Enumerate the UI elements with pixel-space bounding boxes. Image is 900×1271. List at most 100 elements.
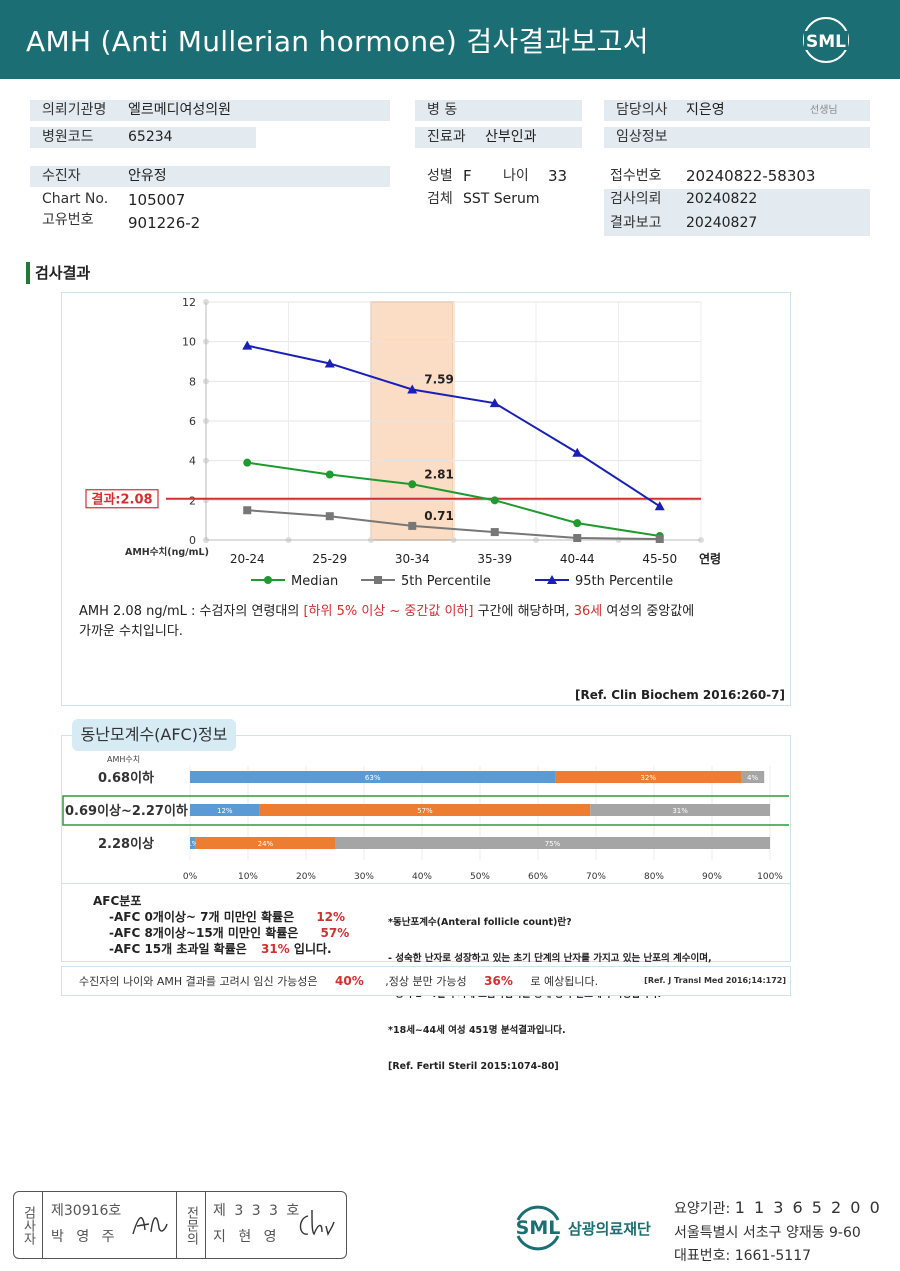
data-label: 2.81	[424, 467, 454, 481]
pregnancy-t1: 수진자의 나이와 AMH 결과를 고려시 임신 가능성은	[79, 975, 318, 988]
afc-dist-title: AFC분포	[93, 894, 142, 908]
afc-note1: *동난포계수(Anteral follicle count)란?	[388, 917, 572, 928]
specialist-name: 지 현 영	[213, 1229, 281, 1245]
legend-label: 5th Percentile	[401, 574, 491, 589]
afc-segment-label: 12%	[217, 807, 233, 815]
specialist-label: 전문의	[176, 1192, 206, 1258]
data-point	[573, 534, 582, 543]
afc-segment-label: 32%	[640, 774, 656, 782]
interpretation-text: AMH 2.08 ng/mL : 수검자의 연령대의 [하위 5% 이상 ~ 중…	[79, 602, 779, 642]
afc-bar-segment	[555, 771, 741, 783]
inspector-name: 박 영 주	[51, 1229, 119, 1245]
legend-label: Median	[291, 574, 338, 589]
legend-label: 95th Percentile	[575, 574, 673, 589]
age-value: 33	[548, 167, 568, 185]
afc-tick-label: 100%	[757, 872, 783, 882]
afc-dist3-value: 31%	[260, 942, 290, 956]
data-point	[325, 512, 334, 521]
age-label: 나이	[503, 168, 529, 184]
afc-bar-segment	[190, 837, 196, 849]
institution-value: 엘르메디여성의원	[128, 102, 232, 118]
afc-bar-segment	[195, 837, 335, 849]
specialist-no: 제 3 3 3 호	[213, 1203, 302, 1219]
unique-no-label: 고유번호	[42, 212, 94, 228]
afc-tick-label: 50%	[470, 872, 490, 882]
report-value: 20240827	[686, 215, 758, 231]
x-tick-label: 30-34	[395, 552, 430, 566]
x-tick-label: 25-29	[312, 552, 347, 566]
series-line	[247, 461, 660, 538]
interp-part1: AMH 2.08 ng/mL : 수검자의 연령대의	[79, 604, 304, 619]
interp-part3: 구간에 해당하며,	[473, 604, 574, 619]
data-point	[325, 470, 334, 479]
afc-tick-label: 70%	[586, 872, 606, 882]
afc-tab-title: 동난모계수(AFC)정보	[72, 719, 236, 751]
org-code-row: 요양기관: 1 1 3 6 5 2 0 0	[674, 1198, 882, 1218]
afc-note5: [Ref. Fertil Steril 2015:1074-80]	[388, 1061, 559, 1072]
afc-amh-label: AMH수치	[107, 755, 140, 764]
org-logo: SML	[516, 1205, 561, 1251]
data-point	[573, 519, 582, 528]
x-tick-label: 45-50	[642, 552, 677, 566]
afc-tick-label: 40%	[412, 872, 432, 882]
ward-row: 병 동	[415, 100, 582, 121]
chart-no-label: Chart No.	[42, 191, 109, 207]
afc-tick-label: 60%	[528, 872, 548, 882]
afc-tick-label: 80%	[644, 872, 664, 882]
afc-info-panel	[61, 883, 791, 962]
hospital-code-label: 병원코드	[42, 129, 94, 145]
data-point	[242, 340, 253, 350]
chart-ref: [Ref. Clin Biochem 2016:260-7]	[575, 688, 785, 702]
doctor-label: 담당의사	[616, 102, 668, 118]
result-label: 결과:2.08	[91, 492, 152, 508]
y-tick-label: 6	[189, 415, 196, 428]
y-tick-label: 2	[189, 494, 196, 507]
org-phone-row: 대표번호: 1661-5117	[674, 1245, 811, 1265]
x-tick-label: 35-39	[477, 552, 512, 566]
data-point	[572, 447, 583, 457]
series-line	[247, 509, 660, 541]
org-name: 삼광의료재단	[568, 1220, 651, 1238]
patient-row: 수진자 안유정	[30, 166, 390, 187]
afc-bar-segment	[190, 804, 260, 816]
afc-bar-segment	[335, 837, 770, 849]
afc-segment-label: 57%	[417, 807, 433, 815]
data-point	[490, 528, 499, 537]
data-point	[408, 521, 417, 530]
chart-no-value: 105007	[128, 191, 186, 209]
specialist-signature	[299, 1209, 335, 1237]
y-tick-label: 8	[189, 375, 196, 388]
y-tick-label: 10	[182, 336, 196, 349]
pregnancy-text: 수진자의 나이와 AMH 결과를 고려시 임신 가능성은 40% ,정상 분만 …	[79, 973, 598, 989]
section-marker	[26, 262, 30, 284]
section-title: 검사결과	[35, 264, 91, 282]
afc-segment-label: 4%	[747, 774, 758, 782]
institution-label: 의뢰기관명	[42, 102, 107, 118]
afc-dist1-value: 12%	[316, 910, 346, 924]
afc-dist3: -AFC 15개 초과일 확률은	[109, 942, 247, 956]
delivery-rate: 36%	[484, 974, 513, 988]
data-point	[655, 535, 664, 544]
data-point	[407, 384, 418, 394]
org-logo-text: SML	[516, 1217, 561, 1239]
afc-segment-label: 63%	[365, 774, 381, 782]
afc-tick-label: 90%	[702, 872, 722, 882]
sml-logo-text: SML	[806, 32, 846, 52]
org-code-label: 요양기관:	[674, 1201, 731, 1217]
legend-marker	[264, 576, 272, 584]
data-point	[490, 496, 499, 505]
afc-dist2: -AFC 8개이상~15개 미만인 확률은	[109, 926, 299, 940]
doctor-value: 지은영	[686, 102, 725, 118]
y-tick-label: 4	[189, 455, 196, 468]
report-title: AMH (Anti Mullerian hormone) 검사결과보고서	[26, 25, 649, 58]
dept-row: 진료과 산부인과	[415, 127, 582, 148]
pregnancy-panel	[61, 966, 791, 996]
y-axis-label: AMH수치(ng/mL)	[125, 546, 209, 558]
result-label-box	[85, 489, 159, 509]
pregnancy-t3: 로 예상됩니다.	[530, 975, 599, 988]
inspector-signature	[132, 1217, 168, 1235]
afc-distribution: AFC분포 -AFC 0개이상~ 7개 미만인 확률은 12% -AFC 8개이…	[93, 893, 349, 957]
data-label: 7.59	[424, 372, 454, 386]
afc-dist2-value: 57%	[320, 926, 350, 940]
receipt-value: 20240822-58303	[686, 167, 816, 185]
